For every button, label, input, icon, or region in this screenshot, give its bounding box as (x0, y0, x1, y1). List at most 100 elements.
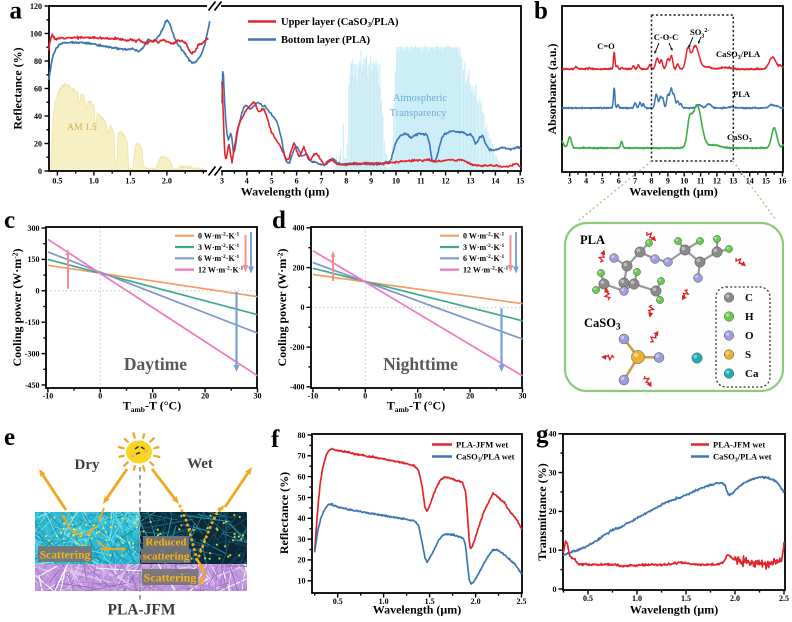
svg-text:80: 80 (298, 431, 306, 440)
svg-text:200: 200 (293, 263, 305, 272)
svg-text:PLA: PLA (733, 89, 751, 99)
svg-text:7: 7 (633, 177, 637, 186)
svg-text:50: 50 (298, 493, 306, 502)
svg-text:10: 10 (549, 546, 557, 555)
svg-text:3 W·m-2·K-1: 3 W·m-2·K-1 (198, 243, 240, 252)
svg-text:2.0: 2.0 (162, 177, 172, 186)
svg-text:120: 120 (30, 2, 42, 11)
svg-text:10: 10 (414, 392, 422, 401)
svg-text:3: 3 (220, 177, 224, 186)
svg-text:150: 150 (28, 255, 40, 264)
svg-text:0.5: 0.5 (583, 594, 593, 603)
svg-text:40: 40 (549, 430, 557, 439)
svg-text:1.5: 1.5 (425, 597, 435, 606)
svg-text:-200: -200 (290, 343, 305, 352)
svg-text:0 W·m-2·K-1: 0 W·m-2·K-1 (198, 232, 240, 241)
svg-text:16: 16 (778, 177, 786, 186)
svg-text:0: 0 (38, 167, 42, 176)
svg-text:scattering: scattering (143, 551, 190, 563)
svg-text:9: 9 (369, 177, 373, 186)
svg-text:CaSO3/PLA: CaSO3/PLA (716, 49, 761, 61)
svg-text:-300: -300 (25, 349, 40, 358)
svg-text:d: d (272, 207, 286, 234)
svg-text:Cooling power (W·m-2): Cooling power (W·m-2) (275, 248, 289, 366)
svg-text:20: 20 (466, 392, 474, 401)
svg-text:12 W·m-2·K-1: 12 W·m-2·K-1 (463, 265, 509, 274)
svg-text:-10: -10 (43, 392, 54, 401)
svg-text:12 W·m-2·K-1: 12 W·m-2·K-1 (198, 265, 244, 274)
svg-text:8: 8 (344, 177, 348, 186)
svg-text:60: 60 (34, 84, 42, 93)
svg-text:Wavelength (μm): Wavelength (μm) (241, 185, 329, 199)
svg-text:2.5: 2.5 (779, 594, 789, 603)
svg-text:12: 12 (442, 177, 450, 186)
svg-text:CaSO3: CaSO3 (584, 316, 621, 332)
svg-text:6 W·m-2·K-1: 6 W·m-2·K-1 (198, 254, 240, 263)
svg-text:15: 15 (516, 177, 524, 186)
svg-text:Cooling power (W·m-2): Cooling power (W·m-2) (10, 248, 24, 366)
svg-text:5: 5 (600, 177, 604, 186)
svg-text:Reduced: Reduced (146, 537, 187, 549)
svg-text:2.5: 2.5 (517, 597, 527, 606)
svg-text:Reflectance (%): Reflectance (%) (11, 47, 25, 129)
svg-text:Atmospheric: Atmospheric (393, 93, 448, 104)
svg-text:Absorbance (a.u.): Absorbance (a.u.) (545, 43, 559, 134)
svg-text:O: O (745, 330, 754, 342)
svg-text:1.0: 1.0 (89, 177, 99, 186)
svg-text:20: 20 (201, 392, 209, 401)
svg-text:30: 30 (549, 468, 557, 477)
svg-text:6 W·m-2·K-1: 6 W·m-2·K-1 (463, 254, 505, 263)
svg-text:C=O: C=O (597, 41, 615, 51)
svg-text:0 W·m-2·K-1: 0 W·m-2·K-1 (463, 232, 505, 241)
svg-text:0: 0 (363, 392, 367, 401)
svg-text:3: 3 (568, 177, 572, 186)
svg-text:0: 0 (36, 287, 40, 296)
svg-text:15: 15 (762, 177, 770, 186)
svg-text:-400: -400 (290, 383, 305, 392)
svg-text:10: 10 (298, 577, 306, 586)
svg-text:Wet: Wet (187, 456, 213, 472)
svg-text:PLA-JFM wet: PLA-JFM wet (713, 440, 765, 450)
svg-text:H: H (745, 311, 754, 323)
svg-text:60: 60 (298, 472, 306, 481)
svg-text:9: 9 (666, 177, 670, 186)
svg-text:20: 20 (34, 139, 42, 148)
svg-text:11: 11 (417, 177, 425, 186)
svg-text:14: 14 (746, 177, 754, 186)
svg-text:-450: -450 (25, 381, 40, 390)
svg-text:30: 30 (254, 392, 262, 401)
svg-text:e: e (4, 424, 15, 451)
svg-text:80: 80 (34, 57, 42, 66)
svg-text:C: C (745, 292, 753, 304)
svg-text:13: 13 (467, 177, 475, 186)
svg-text:13: 13 (729, 177, 737, 186)
svg-text:Dry: Dry (75, 457, 100, 473)
svg-text:40: 40 (34, 112, 42, 121)
svg-text:0: 0 (98, 392, 102, 401)
svg-text:4: 4 (584, 177, 588, 186)
svg-text:Daytime: Daytime (124, 354, 187, 374)
svg-text:1.5: 1.5 (125, 177, 135, 186)
svg-text:a: a (10, 0, 23, 25)
svg-text:400: 400 (293, 224, 305, 233)
svg-text:Ca: Ca (745, 368, 759, 380)
svg-text:f: f (271, 426, 280, 453)
svg-text:Nighttime: Nighttime (383, 354, 458, 374)
svg-text:Scattering: Scattering (40, 550, 91, 562)
svg-text:CaSO3: CaSO3 (727, 132, 752, 144)
svg-text:Wavelength (μm): Wavelength (μm) (629, 185, 717, 199)
svg-text:10: 10 (392, 177, 400, 186)
svg-text:c: c (4, 207, 15, 234)
svg-text:5: 5 (270, 177, 274, 186)
svg-text:100: 100 (30, 29, 42, 38)
svg-text:2.0: 2.0 (471, 597, 481, 606)
svg-text:10: 10 (149, 392, 157, 401)
svg-text:10: 10 (680, 177, 688, 186)
svg-text:12: 12 (713, 177, 721, 186)
svg-text:30: 30 (519, 392, 527, 401)
svg-text:-150: -150 (25, 318, 40, 327)
svg-text:300: 300 (28, 224, 40, 233)
svg-text:Transmittance (%): Transmittance (%) (535, 463, 549, 560)
svg-text:14: 14 (491, 177, 499, 186)
svg-text:8: 8 (650, 177, 654, 186)
